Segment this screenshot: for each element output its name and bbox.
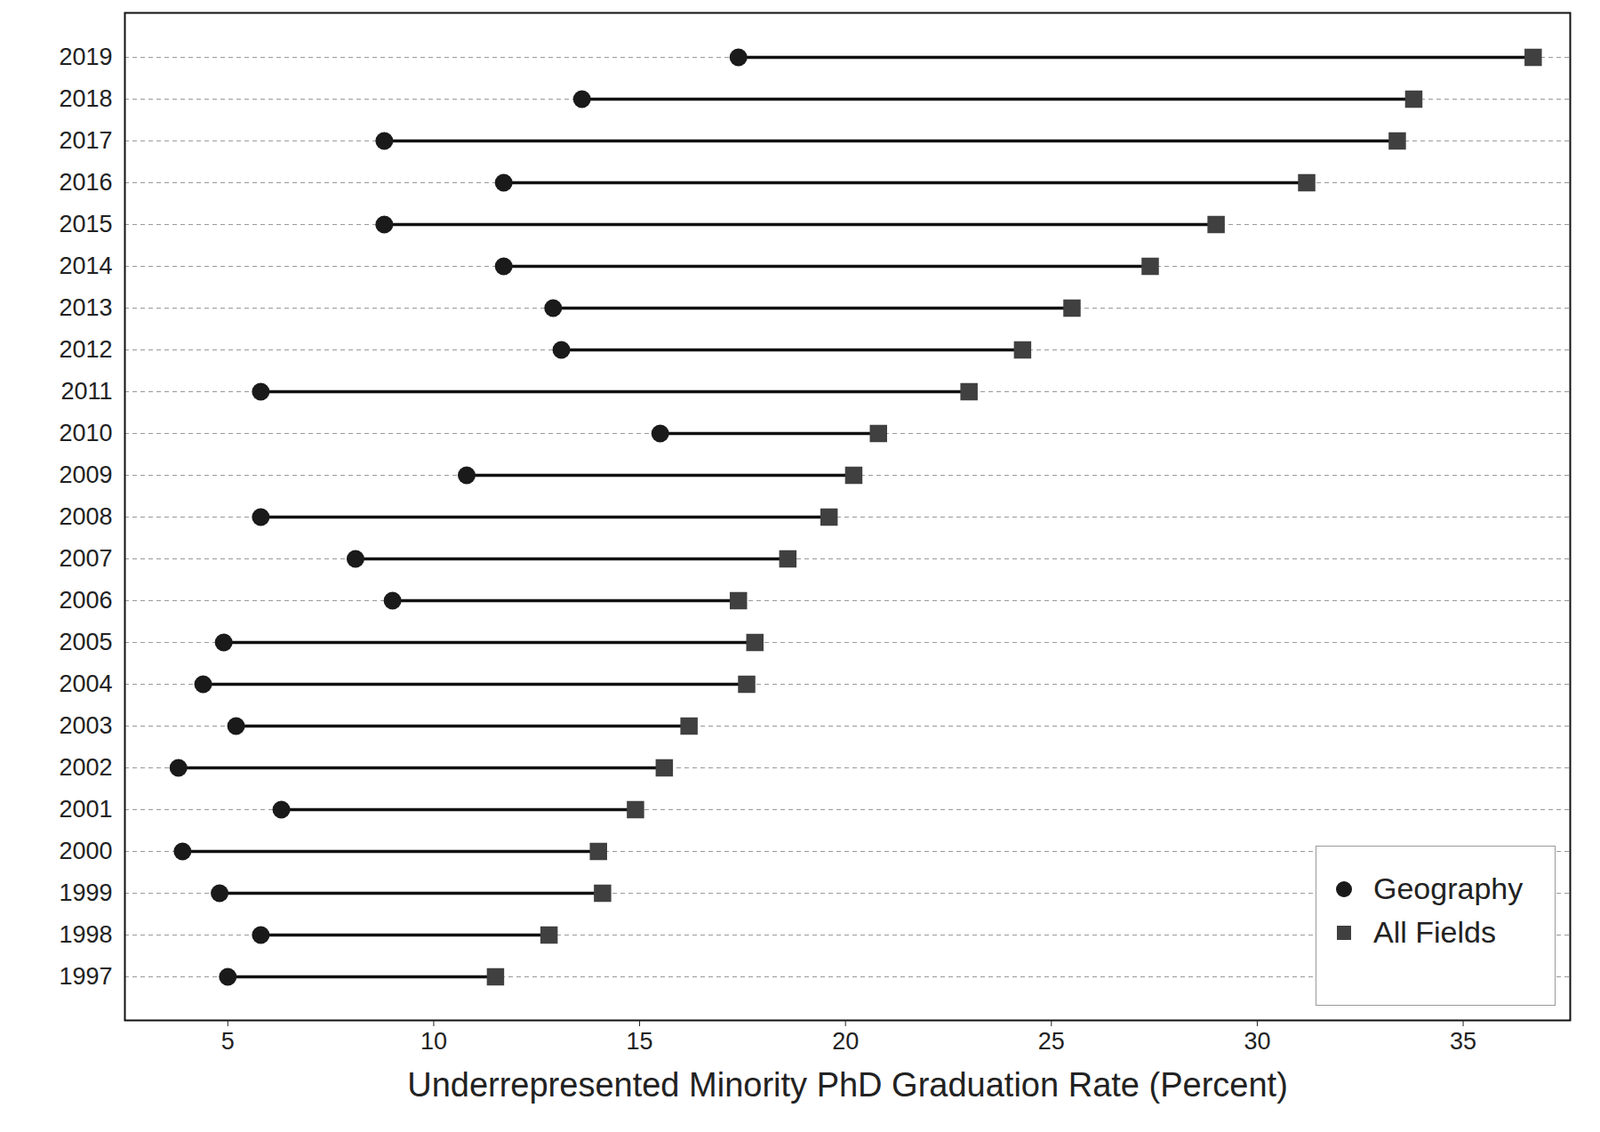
svg-text:2017: 2017 (58, 127, 112, 154)
svg-text:2019: 2019 (58, 43, 112, 71)
svg-text:2015: 2015 (58, 210, 112, 238)
svg-text:2014: 2014 (58, 252, 112, 280)
svg-text:2009: 2009 (58, 461, 112, 488)
html-text:All Fields: All Fields (1373, 914, 1496, 949)
svg-text:25: 25 (1038, 1027, 1065, 1055)
svg-text:2006: 2006 (58, 586, 112, 614)
svg-text:1998: 1998 (58, 920, 112, 948)
svg-text:2013: 2013 (58, 294, 112, 321)
svg-text:1997: 1997 (58, 962, 112, 990)
svg-text:30: 30 (1243, 1027, 1271, 1055)
svg-text:2000: 2000 (58, 837, 112, 864)
svg-text:1999: 1999 (58, 879, 112, 906)
svg-text:2003: 2003 (58, 712, 112, 739)
svg-text:2001: 2001 (58, 795, 112, 823)
svg-text:2016: 2016 (58, 168, 112, 196)
svg-text:2010: 2010 (58, 419, 112, 447)
svg-text:2004: 2004 (58, 670, 112, 697)
svg-text:Underrepresented Minority PhD: Underrepresented Minority PhD Graduation… (407, 1065, 1288, 1104)
svg-text:2012: 2012 (58, 336, 112, 363)
svg-text:20: 20 (832, 1027, 859, 1055)
svg-text:15: 15 (626, 1027, 654, 1055)
svg-text:2005: 2005 (58, 628, 112, 656)
svg-text:5: 5 (221, 1027, 235, 1055)
svg-text:2011: 2011 (60, 377, 112, 405)
svg-text:2008: 2008 (58, 503, 112, 530)
svg-text:10: 10 (420, 1027, 448, 1055)
html-text:Geography: Geography (1373, 871, 1523, 905)
svg-text:35: 35 (1449, 1027, 1477, 1055)
svg-text:2007: 2007 (58, 544, 112, 572)
svg-text:2018: 2018 (58, 85, 112, 112)
svg-text:2002: 2002 (58, 753, 112, 781)
